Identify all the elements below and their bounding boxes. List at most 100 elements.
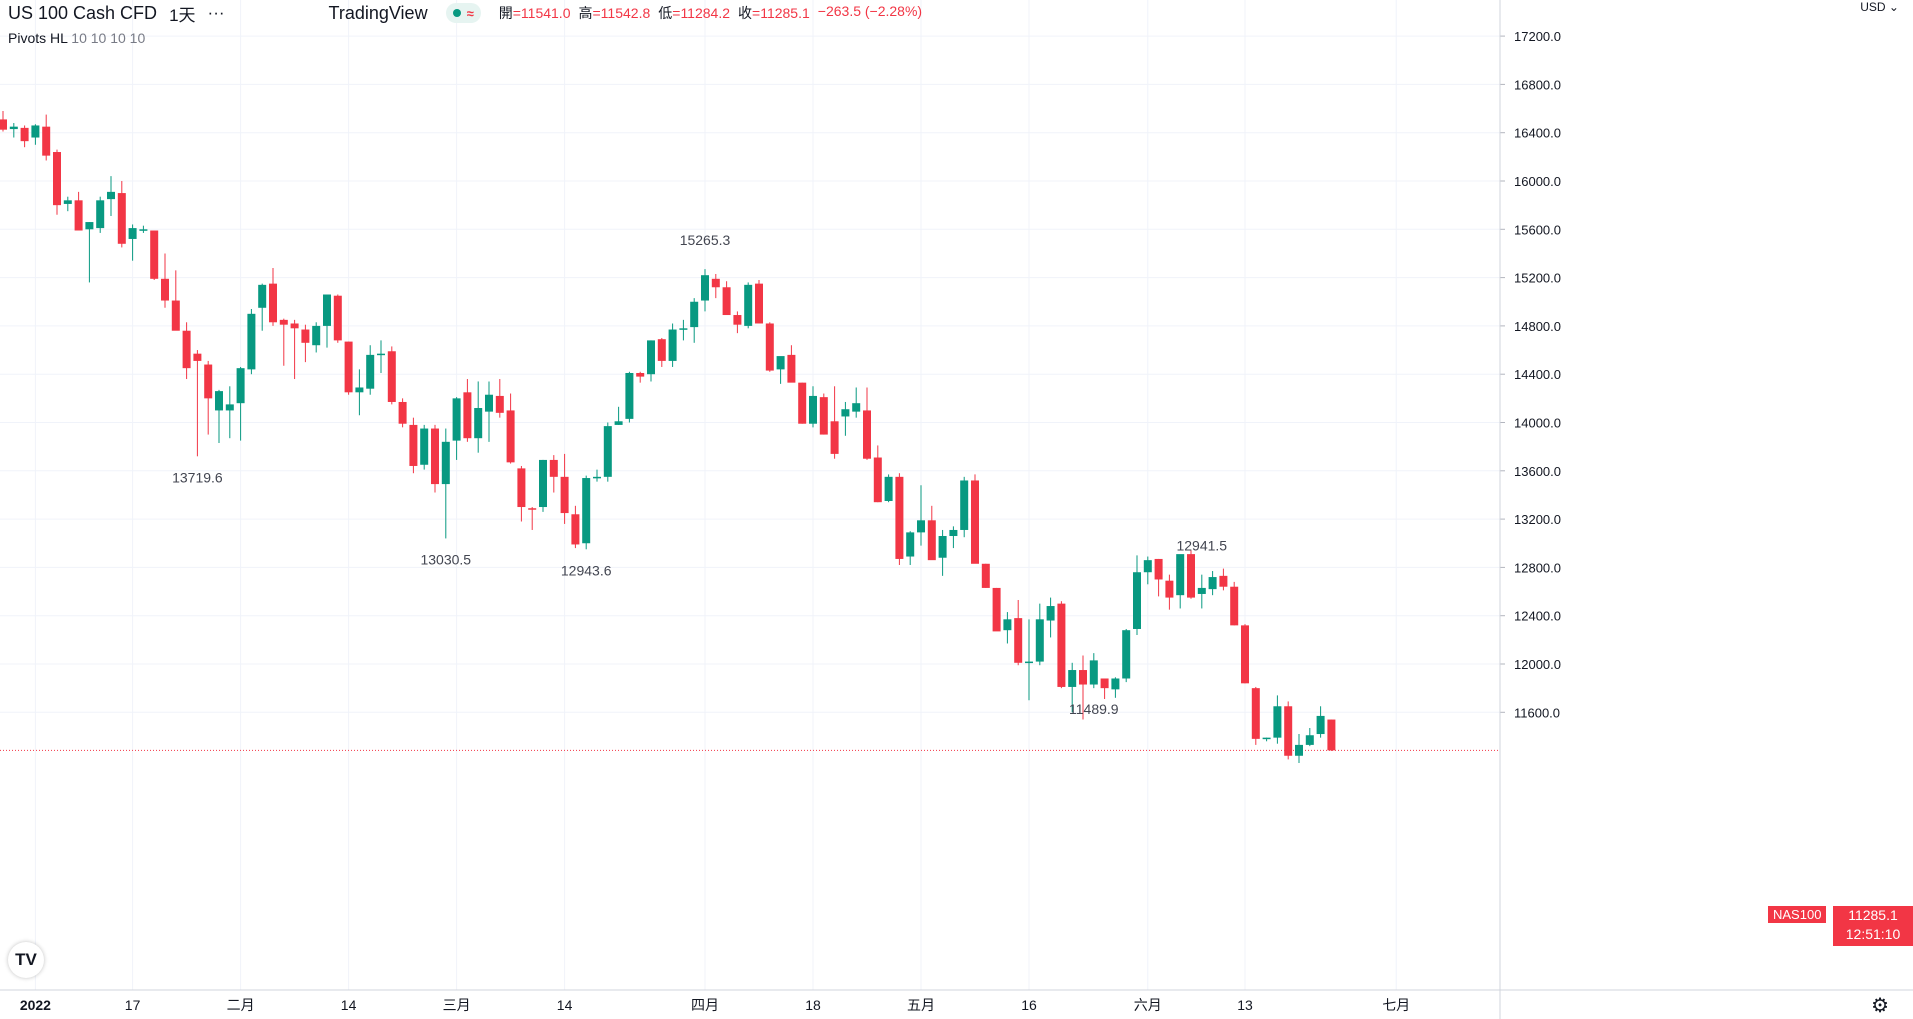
candle (1111, 677, 1120, 698)
candle-body (636, 372, 645, 377)
candle (614, 406, 623, 425)
candle (20, 125, 29, 148)
candle (1122, 628, 1131, 683)
more-dots-icon[interactable]: ··· (207, 3, 225, 22)
candle-body (74, 200, 83, 231)
candle-body (927, 520, 936, 561)
candle-body (560, 476, 569, 514)
market-status-pill[interactable]: ≈ (445, 3, 481, 23)
candle (981, 563, 990, 588)
candle-body (884, 476, 893, 501)
candle-body (938, 536, 947, 558)
candle (949, 526, 958, 549)
candle-body (863, 410, 871, 459)
candle (1089, 653, 1098, 689)
candle-body (755, 283, 763, 324)
candle-body (798, 382, 807, 424)
candle-body (614, 421, 623, 425)
candle-body (1284, 706, 1293, 756)
pivot-label: 15265.3 (680, 232, 731, 248)
candle (161, 253, 169, 308)
candle-body (539, 459, 547, 508)
x-tick-label: 14 (341, 997, 357, 1013)
candle (679, 319, 688, 341)
y-tick-label: 13600.0 (1514, 464, 1561, 479)
candle (787, 345, 796, 383)
candle-body (1154, 558, 1163, 580)
candle-body (1187, 554, 1195, 598)
indicator-legend[interactable]: Pivots HL 10 10 10 10 (8, 30, 145, 46)
tradingview-logo-icon[interactable]: TV (8, 942, 44, 978)
candle (63, 196, 72, 212)
currency-selector[interactable]: USD ⌄ (1860, 0, 1899, 14)
candle-body (960, 480, 969, 530)
candle (225, 386, 234, 439)
candle (107, 176, 115, 217)
candle (884, 474, 893, 503)
candle (128, 224, 137, 261)
candle-body (441, 441, 450, 485)
candle-body (1295, 744, 1303, 756)
candle-body (387, 351, 396, 402)
candle (863, 387, 871, 460)
candle (1208, 571, 1217, 596)
candle (528, 507, 537, 530)
candle (431, 424, 439, 493)
candle (182, 322, 191, 380)
candle (701, 269, 709, 312)
candle-body (1262, 737, 1271, 740)
candle-body (1230, 586, 1239, 626)
price-axis[interactable]: 17200.0 16800.0 16400.0 16000.0 15600.0 15200… (1499, 0, 1561, 1019)
candle (485, 381, 493, 442)
candle (1176, 554, 1185, 609)
candle-body (992, 587, 1001, 632)
y-tick-label: 12800.0 (1514, 560, 1561, 575)
candle (549, 455, 558, 493)
close-label: 收 (738, 5, 753, 21)
candle-body (1197, 587, 1206, 594)
candle-body (9, 126, 18, 130)
candle (1025, 619, 1033, 701)
candle-body (1068, 670, 1077, 687)
candle (452, 397, 461, 460)
candle (809, 386, 817, 428)
candle (1284, 701, 1293, 760)
y-tick-label: 17200.0 (1514, 29, 1561, 44)
candle (1143, 556, 1152, 585)
candle (690, 298, 699, 343)
candle-body (1025, 661, 1033, 664)
candle-body (420, 428, 429, 465)
candle-body (107, 191, 115, 200)
candle (1035, 603, 1044, 666)
indicator-name: Pivots HL (8, 30, 68, 46)
candle-body (269, 283, 277, 323)
last-price-tag: 11285.1 12:51:10 (1833, 906, 1913, 946)
symbol-title[interactable]: US 100 Cash CFD (8, 2, 158, 23)
candle-body (1219, 575, 1228, 587)
candle (1262, 737, 1271, 742)
pivot-label: 12941.5 (1176, 538, 1227, 554)
candle-body (53, 152, 61, 206)
y-tick-label: 14800.0 (1514, 319, 1561, 334)
candle-body (1057, 603, 1066, 687)
legend-header: US 100 Cash CFD 1天 ··· TradingView ≈ 開=1… (8, 0, 922, 26)
candle (582, 475, 591, 550)
open-label: 開 (498, 5, 513, 21)
candle-body (117, 193, 126, 244)
x-tick-label: 二月 (227, 997, 255, 1013)
candle-body (333, 295, 342, 341)
candle-body (42, 126, 51, 156)
time-axis[interactable]: 2022 17 二月 14 三月 14 四月 18 五月 16 六月 13 七月 (0, 989, 1913, 1013)
candle (366, 345, 375, 395)
candle-body (1316, 715, 1325, 735)
candle-body (582, 478, 591, 544)
settings-gear-icon[interactable]: ⚙ (1871, 995, 1889, 1017)
candle-body (819, 397, 828, 435)
candle-body (85, 222, 94, 230)
candle-body (150, 230, 159, 279)
candle-body (711, 278, 720, 288)
candle (9, 123, 18, 138)
candle (571, 505, 580, 549)
timeframe-label[interactable]: 1天 (169, 5, 196, 25)
